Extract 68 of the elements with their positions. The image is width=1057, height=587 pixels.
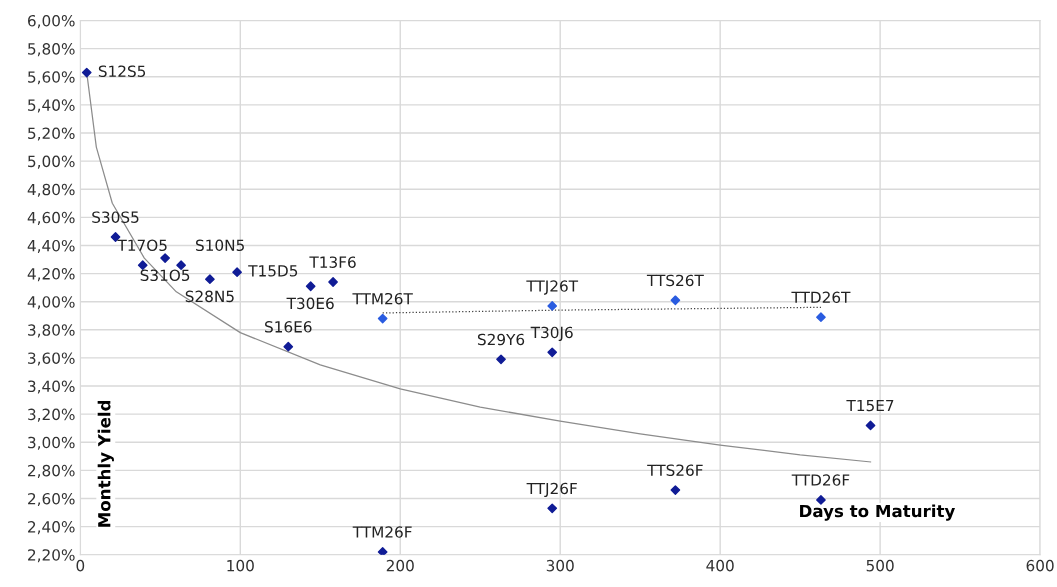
- y-tick-label: 3,80%: [28, 324, 75, 338]
- point: [232, 267, 242, 278]
- x-tick-label: 200: [386, 559, 414, 572]
- annotation: TTS26T: [646, 274, 704, 287]
- annotation: T30J6: [530, 326, 573, 342]
- point: [377, 547, 388, 555]
- point: [670, 485, 681, 495]
- x-tick-label: 100: [227, 559, 254, 572]
- point: [816, 495, 826, 505]
- annotation: TTJ26T: [526, 280, 579, 295]
- point: [496, 354, 506, 365]
- point: [160, 253, 170, 263]
- point: [205, 274, 215, 285]
- y-tick-label: 5,00%: [28, 155, 75, 169]
- y-tick-label: 4,60%: [27, 211, 75, 225]
- annotation: T17O5: [117, 239, 167, 252]
- y-tick-label: 2,40%: [28, 521, 75, 535]
- annotation: T15D5: [248, 265, 298, 277]
- annotation: S31O5: [140, 269, 190, 282]
- annotation: T13F6: [309, 256, 356, 268]
- x-tick-label: 400: [706, 559, 734, 572]
- y-tick-label: 5,20%: [28, 127, 75, 141]
- point: [865, 420, 876, 431]
- point: [81, 67, 92, 78]
- y-tick-label: 4,00%: [27, 296, 75, 310]
- annotation: TTS26F: [647, 464, 703, 476]
- y-tick-label: 3,00%: [28, 436, 75, 450]
- y-tick-label: 3,60%: [28, 352, 75, 366]
- point: [305, 281, 316, 292]
- y-tick-label: 2,80%: [28, 464, 75, 478]
- y-tick-label: 4,40%: [27, 239, 75, 254]
- annotation: T15E7: [846, 399, 894, 412]
- point: [377, 313, 388, 324]
- annotation: S16E6: [265, 321, 312, 333]
- annotation: TTD26T: [791, 291, 851, 304]
- annotation: TTJ26F: [526, 482, 577, 498]
- y-tick-label: 2,60%: [28, 492, 75, 507]
- point: [547, 347, 558, 358]
- y-tick-label: 4,20%: [27, 268, 75, 282]
- annotation: TTD26F: [791, 474, 850, 486]
- annotation: S12S5: [98, 65, 146, 77]
- y-tick-label: 2,20%: [28, 549, 75, 563]
- point: [816, 312, 826, 323]
- annotation: S30S5: [92, 211, 139, 223]
- y-tick-label: 5,80%: [28, 43, 75, 57]
- x-tick-label: 600: [1026, 559, 1054, 572]
- point: [328, 277, 338, 287]
- x-tick-label: 300: [546, 559, 574, 572]
- annotation: S10N5: [196, 239, 244, 252]
- y-tick-label: 5,40%: [28, 99, 75, 113]
- point: [547, 301, 558, 311]
- y-tick-label: 6,00%: [28, 15, 75, 29]
- y-tick-label: 4,80%: [27, 183, 75, 197]
- point: [283, 341, 294, 352]
- y-tick-label: 5,60%: [28, 71, 75, 85]
- x-tick-label: 500: [866, 559, 894, 572]
- annotation: T30E6: [286, 297, 334, 310]
- point: [547, 503, 558, 514]
- annotation: S28N5: [185, 290, 234, 303]
- y-tick-label: 3,40%: [28, 380, 75, 394]
- annotation: TTM26T: [352, 292, 413, 305]
- annotation: TTM26F: [352, 526, 412, 538]
- x-tick-label: 0: [76, 559, 85, 572]
- x-axis-title: Days to Maturity: [800, 504, 956, 521]
- annotation: S29Y6: [477, 333, 525, 346]
- y-axis-title: Monthly Yield: [97, 400, 114, 527]
- y-tick-label: 3,20%: [28, 408, 75, 422]
- point: [670, 295, 681, 306]
